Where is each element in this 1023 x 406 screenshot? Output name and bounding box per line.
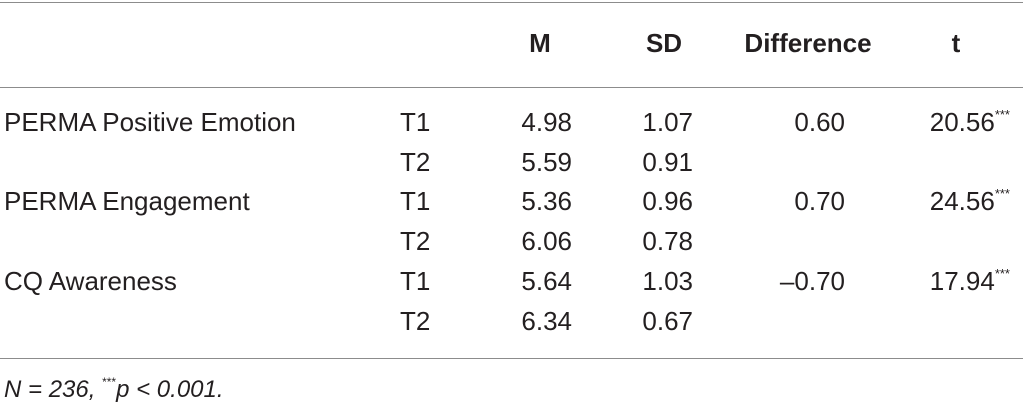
header-rule <box>0 87 1023 88</box>
mean-text: 6.34 <box>521 305 572 336</box>
difference-text: –0.70 <box>779 265 845 296</box>
time: T2 <box>400 306 430 336</box>
sd-text: 1.03 <box>642 265 693 296</box>
significance: *** <box>994 107 1010 122</box>
significance: *** <box>994 186 1010 202</box>
significance: *** <box>994 265 1010 281</box>
header-sd-text: SD <box>645 28 683 58</box>
mean: 5.59 <box>521 147 572 177</box>
sd: 0.67 <box>642 306 693 336</box>
sd: 0.78 <box>642 226 693 256</box>
sd: 1.03 <box>642 266 693 296</box>
time-text: T2 <box>400 226 431 257</box>
sd: 0.91 <box>642 147 693 177</box>
time: T1 <box>400 266 430 296</box>
difference-text: 0.70 <box>794 186 845 217</box>
sd-text: 0.91 <box>642 146 693 177</box>
mean: 4.98 <box>521 107 572 137</box>
difference-text: 0.60 <box>794 107 845 137</box>
time: T2 <box>400 147 430 177</box>
mean-text: 5.59 <box>521 146 572 177</box>
header-m-text: M <box>529 28 551 58</box>
time: T1 <box>400 186 430 216</box>
row-label: CQ Awareness <box>4 266 177 296</box>
mean-text: 5.64 <box>521 265 572 296</box>
mean-text: 4.98 <box>521 107 572 137</box>
t-value: 24.56*** <box>930 186 1010 216</box>
time-text: T1 <box>400 186 431 217</box>
sd-text: 0.78 <box>642 226 693 257</box>
t-value: 20.56*** <box>930 107 1010 137</box>
time-text: T1 <box>400 107 431 137</box>
header-difference-text: Difference <box>744 28 872 58</box>
difference: 0.60 <box>794 107 845 137</box>
row-label: PERMA Positive Emotion <box>4 107 296 137</box>
mean: 6.34 <box>521 306 572 336</box>
footnote-p: p <box>116 376 130 403</box>
header-t: t <box>952 28 961 58</box>
header-m: M <box>529 28 551 58</box>
mean: 5.64 <box>521 266 572 296</box>
footnote-p-text: < 0.001. <box>129 376 224 403</box>
mean-text: 6.06 <box>521 226 572 257</box>
t-value-text: 20.56 <box>929 107 995 137</box>
bottom-rule <box>0 358 1023 359</box>
difference: 0.70 <box>794 186 845 216</box>
header-difference: Difference <box>744 28 871 58</box>
mean: 6.06 <box>521 226 572 256</box>
header-t-text: t <box>951 28 961 58</box>
sd-text: 1.07 <box>642 107 693 137</box>
mean-text: 5.36 <box>521 186 572 217</box>
mean: 5.36 <box>521 186 572 216</box>
sd: 0.96 <box>642 186 693 216</box>
sd-text: 0.67 <box>642 305 693 336</box>
time-text: T2 <box>400 146 431 177</box>
row-label-text: PERMA Positive Emotion <box>4 107 296 137</box>
row-label: PERMA Engagement <box>4 186 250 216</box>
footnote-n: N <box>4 376 22 403</box>
t-value-text: 24.56 <box>929 186 995 217</box>
header-sd: SD <box>646 28 682 58</box>
t-value: 17.94*** <box>930 266 1010 296</box>
difference: –0.70 <box>780 266 845 296</box>
top-rule <box>0 2 1023 3</box>
time-text: T1 <box>400 265 431 296</box>
row-label-text: PERMA Engagement <box>4 186 250 217</box>
footnote: N = 236, ***p < 0.001. <box>4 376 224 404</box>
time-text: T2 <box>400 305 431 336</box>
row-label-text: CQ Awareness <box>4 265 177 296</box>
time: T1 <box>400 107 430 137</box>
t-value-text: 17.94 <box>929 265 995 296</box>
sd-text: 0.96 <box>642 186 693 217</box>
time: T2 <box>400 226 430 256</box>
sd: 1.07 <box>642 107 693 137</box>
footnote-sig: *** <box>102 375 117 389</box>
footnote-n-text: = 236, <box>21 376 103 403</box>
